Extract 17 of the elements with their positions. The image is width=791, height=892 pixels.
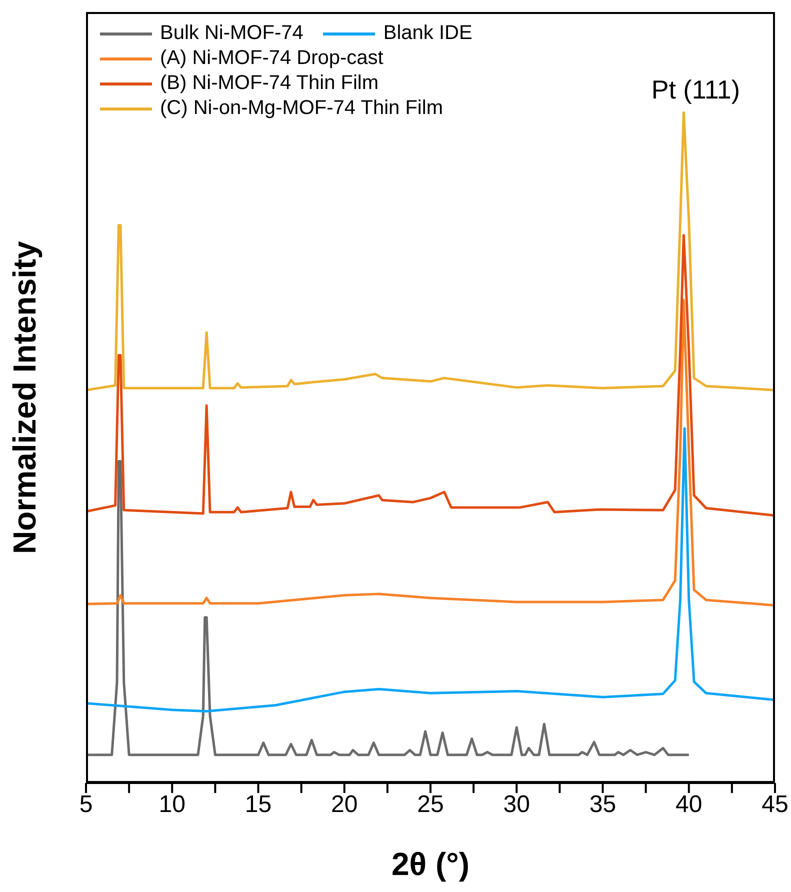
x-tick-label: 30 <box>503 791 530 818</box>
x-tick-label: 5 <box>79 791 93 818</box>
x-tick-label: 25 <box>417 791 444 818</box>
x-tick-label: 20 <box>331 791 358 818</box>
legend-label: Blank IDE <box>383 22 472 45</box>
x-tick-label: 45 <box>762 791 788 818</box>
legend-label: (B) Ni-MOF-74 Thin Film <box>160 72 379 95</box>
legend-label: (C) Ni-on-Mg-MOF-74 Thin Film <box>160 97 443 120</box>
x-tick-label: 15 <box>244 791 272 818</box>
x-tick-label: 40 <box>676 791 702 818</box>
annotation: Pt (111) <box>651 74 740 105</box>
y-axis-title: Normalized Intensity <box>6 240 42 554</box>
x-tick-label: 10 <box>158 791 186 818</box>
x-axis-title: 2θ (°) <box>391 846 470 882</box>
legend-label: Bulk Ni-MOF-74 <box>160 22 304 45</box>
x-tick-label: 35 <box>589 791 616 818</box>
legend-label: (A) Ni-MOF-74 Drop-cast <box>160 47 384 70</box>
